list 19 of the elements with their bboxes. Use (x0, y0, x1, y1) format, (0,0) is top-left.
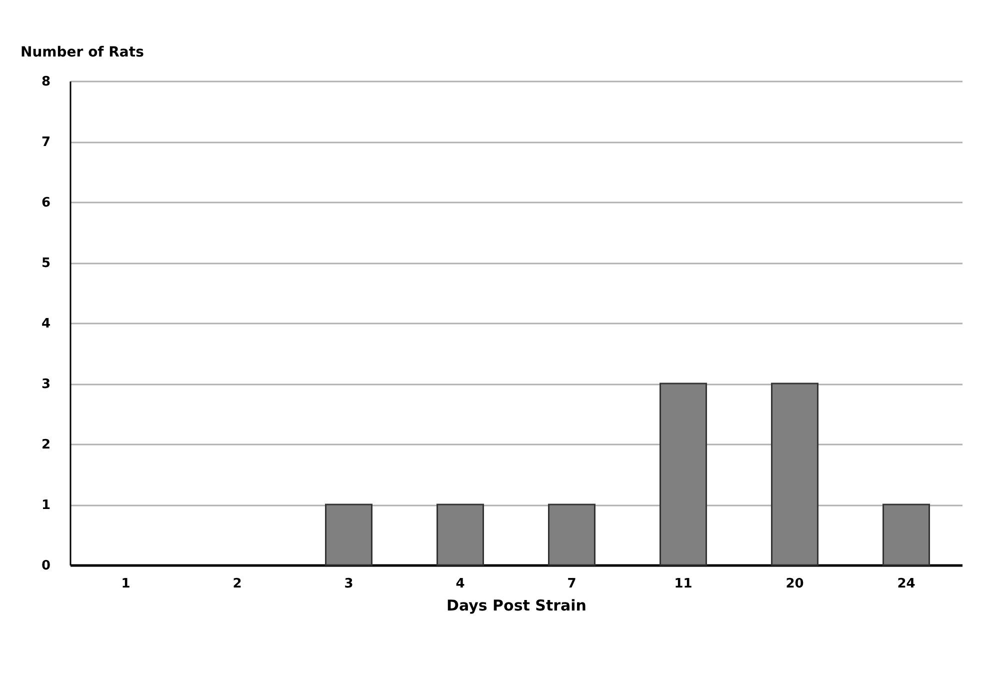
y-tick-label: 3 (41, 377, 50, 392)
x-tick-label: 7 (567, 576, 576, 592)
y-tick-label: 6 (41, 196, 50, 210)
x-tick-label: 20 (786, 576, 804, 592)
x-tick-label: 11 (674, 576, 692, 592)
x-tick-label: 3 (344, 576, 354, 592)
y-tick-label: 8 (41, 74, 50, 90)
y-tick-label: 4 (41, 316, 50, 332)
x-tick-label: 1 (121, 576, 130, 592)
y-tick-label: 5 (41, 256, 50, 271)
y-tick-label: 1 (41, 498, 50, 513)
x-tick-label: 4 (456, 576, 465, 592)
x-tick-label: 2 (232, 576, 242, 592)
x-tick-label: 24 (897, 576, 916, 592)
y-tick-label: 0 (41, 558, 50, 574)
y-axis-title: Number of Rats (20, 44, 144, 60)
y-tick-label: 2 (41, 438, 50, 452)
y-tick-label: 7 (41, 135, 50, 150)
x-axis-title: Days Post Strain (446, 596, 586, 614)
